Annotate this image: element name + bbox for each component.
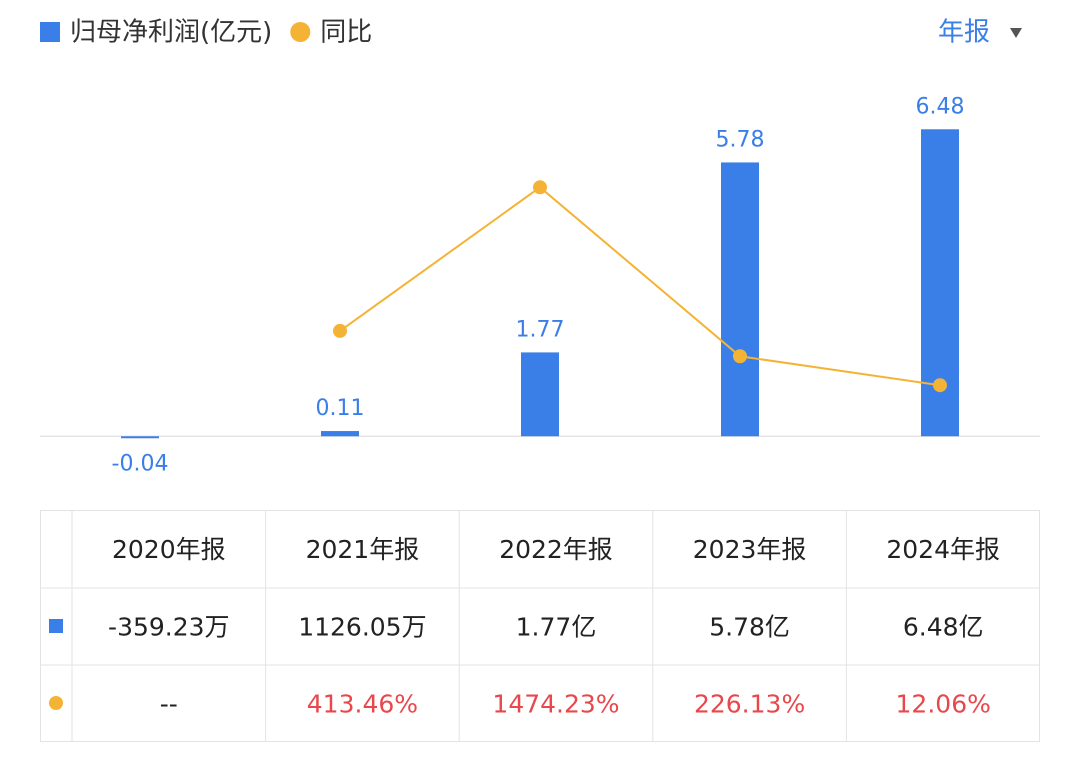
line (339, 186, 941, 387)
table-cell: 1474.23% (492, 690, 619, 719)
period-dropdown[interactable]: 年报 (938, 18, 1022, 48)
table-cell: -- (160, 690, 178, 719)
data-label: 5.78 (716, 127, 765, 152)
data-label: -0.04 (112, 451, 169, 476)
data-label: 0.11 (316, 396, 365, 421)
legend-swatch (40, 22, 60, 42)
legend-label: 归母净利润(亿元) (70, 18, 272, 48)
table-header: 2020年报 (112, 535, 226, 564)
table-cell: 226.13% (694, 690, 805, 719)
line-point (333, 323, 347, 338)
line-point (533, 180, 547, 195)
table-cell: 12.06% (896, 690, 991, 719)
row-swatch (49, 619, 63, 633)
table-header: 2023年报 (693, 535, 807, 564)
table-header: 2021年报 (306, 535, 420, 564)
data-label: 6.48 (916, 94, 965, 119)
dropdown-arrow[interactable] (1010, 28, 1022, 38)
table-cell: 5.78亿 (709, 613, 790, 642)
data-label: 1.77 (516, 317, 565, 342)
bar (321, 431, 359, 437)
legend-swatch (290, 22, 311, 42)
table-cell: 6.48亿 (903, 613, 984, 642)
bar (121, 436, 159, 439)
dropdown-label[interactable]: 年报 (938, 18, 990, 48)
table-cell: -359.23万 (108, 613, 230, 642)
table: 2020年报 2021年报 2022年报 2023年报 2024年报 -359.23万 11… (40, 510, 1040, 742)
row-swatch (49, 696, 63, 710)
table-cell: 1126.05万 (298, 613, 426, 642)
line-point (933, 378, 947, 393)
line-point (733, 349, 747, 364)
table-cell: 413.46% (307, 690, 418, 719)
table-header: 2024年报 (886, 535, 1000, 564)
table-header: 2022年报 (499, 535, 613, 564)
bar (721, 162, 759, 437)
bar (521, 352, 559, 437)
legend-label: 同比 (320, 18, 372, 48)
table-cell: 1.77亿 (516, 613, 597, 642)
table-border (40, 510, 1040, 742)
